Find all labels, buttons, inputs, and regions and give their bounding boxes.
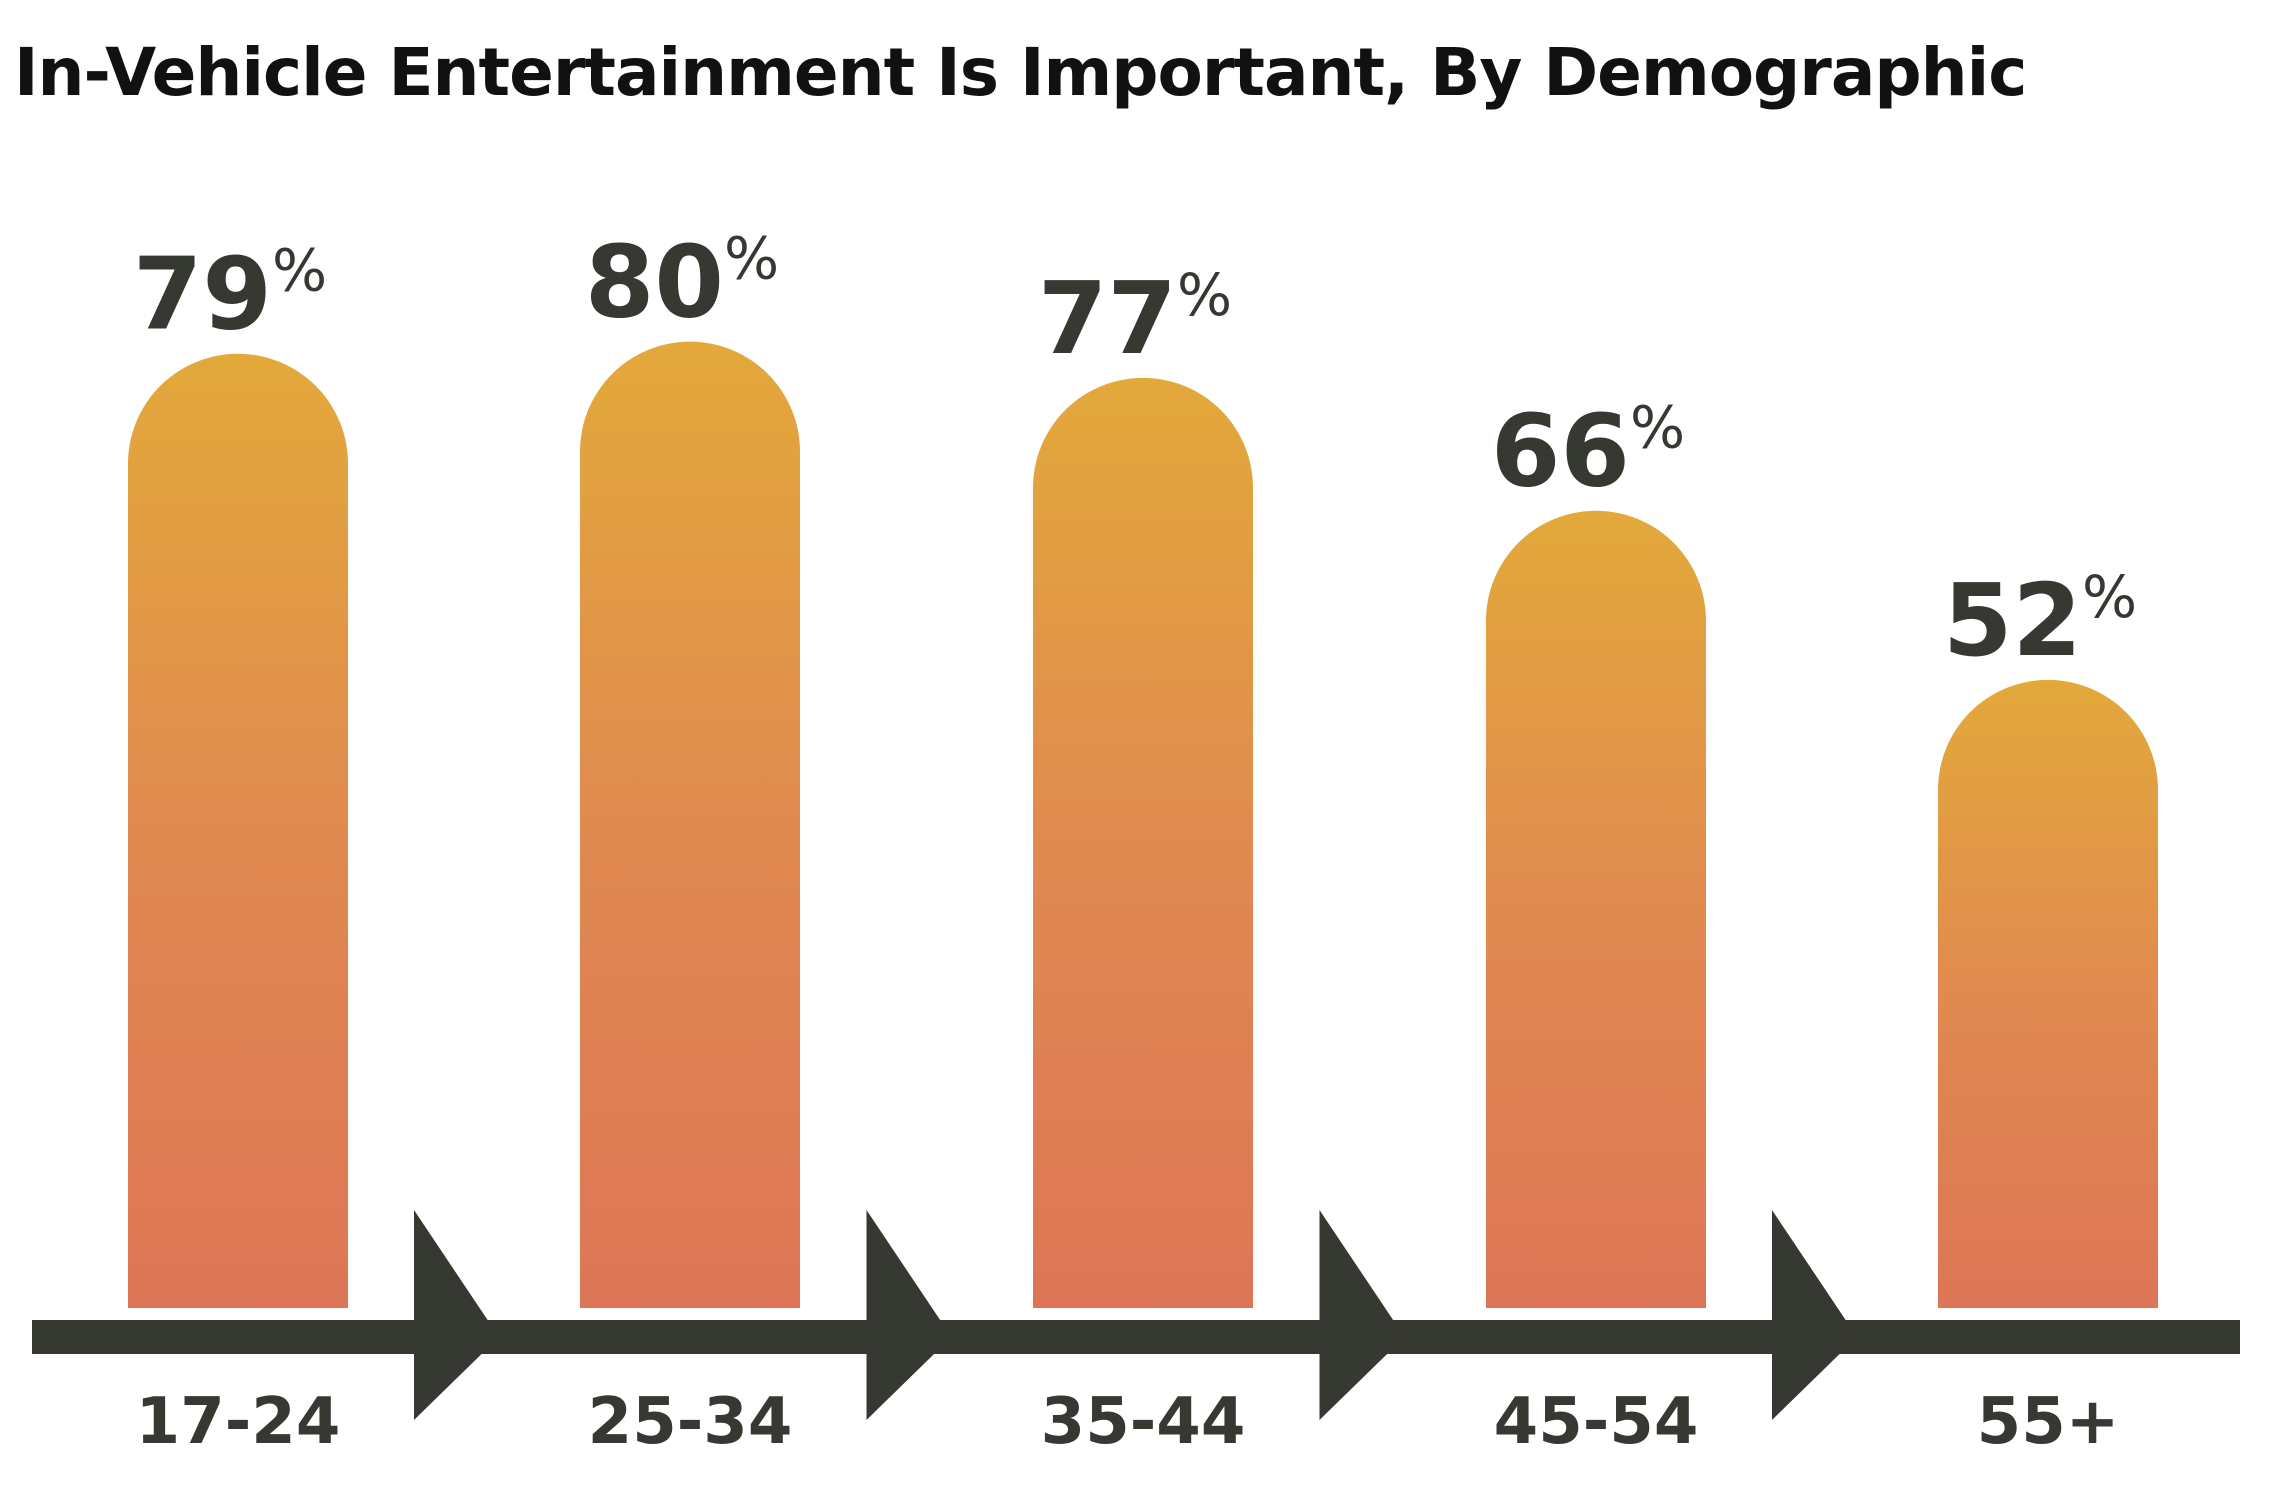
x-axis-line: [32, 1320, 2240, 1354]
bar-17-24: [128, 353, 348, 1308]
bar-45-54: [1486, 510, 1706, 1308]
value-label: 66%: [1491, 393, 1685, 510]
x-tick-label: 25-34: [588, 1385, 793, 1459]
bars-group: [128, 341, 2158, 1308]
x-tick-label: 45-54: [1494, 1385, 1699, 1459]
value-label: 79%: [133, 236, 327, 353]
x-tick-label: 35-44: [1041, 1385, 1246, 1459]
arrow-icon: [866, 1210, 952, 1420]
arrow-icon: [414, 1210, 499, 1420]
bar-25-34: [580, 341, 800, 1308]
value-label: 80%: [585, 224, 779, 341]
value-label: 52%: [1943, 562, 2137, 679]
bar-55+: [1938, 679, 2158, 1308]
x-tick-label: 55+: [1977, 1385, 2120, 1459]
value-label: 77%: [1038, 260, 1232, 377]
bar-35-44: [1033, 377, 1253, 1308]
labels-group: 79% 80% 77% 66% 52% 17-24 25-34 35-44 45-54 55+: [133, 224, 2137, 1459]
arrow-icon: [1319, 1210, 1405, 1420]
axis-group: [32, 1210, 2240, 1420]
x-tick-label: 17-24: [136, 1385, 341, 1459]
arrow-icon: [1772, 1210, 1857, 1420]
chart-title: In-Vehicle Entertainment Is Important, B…: [14, 34, 2027, 111]
